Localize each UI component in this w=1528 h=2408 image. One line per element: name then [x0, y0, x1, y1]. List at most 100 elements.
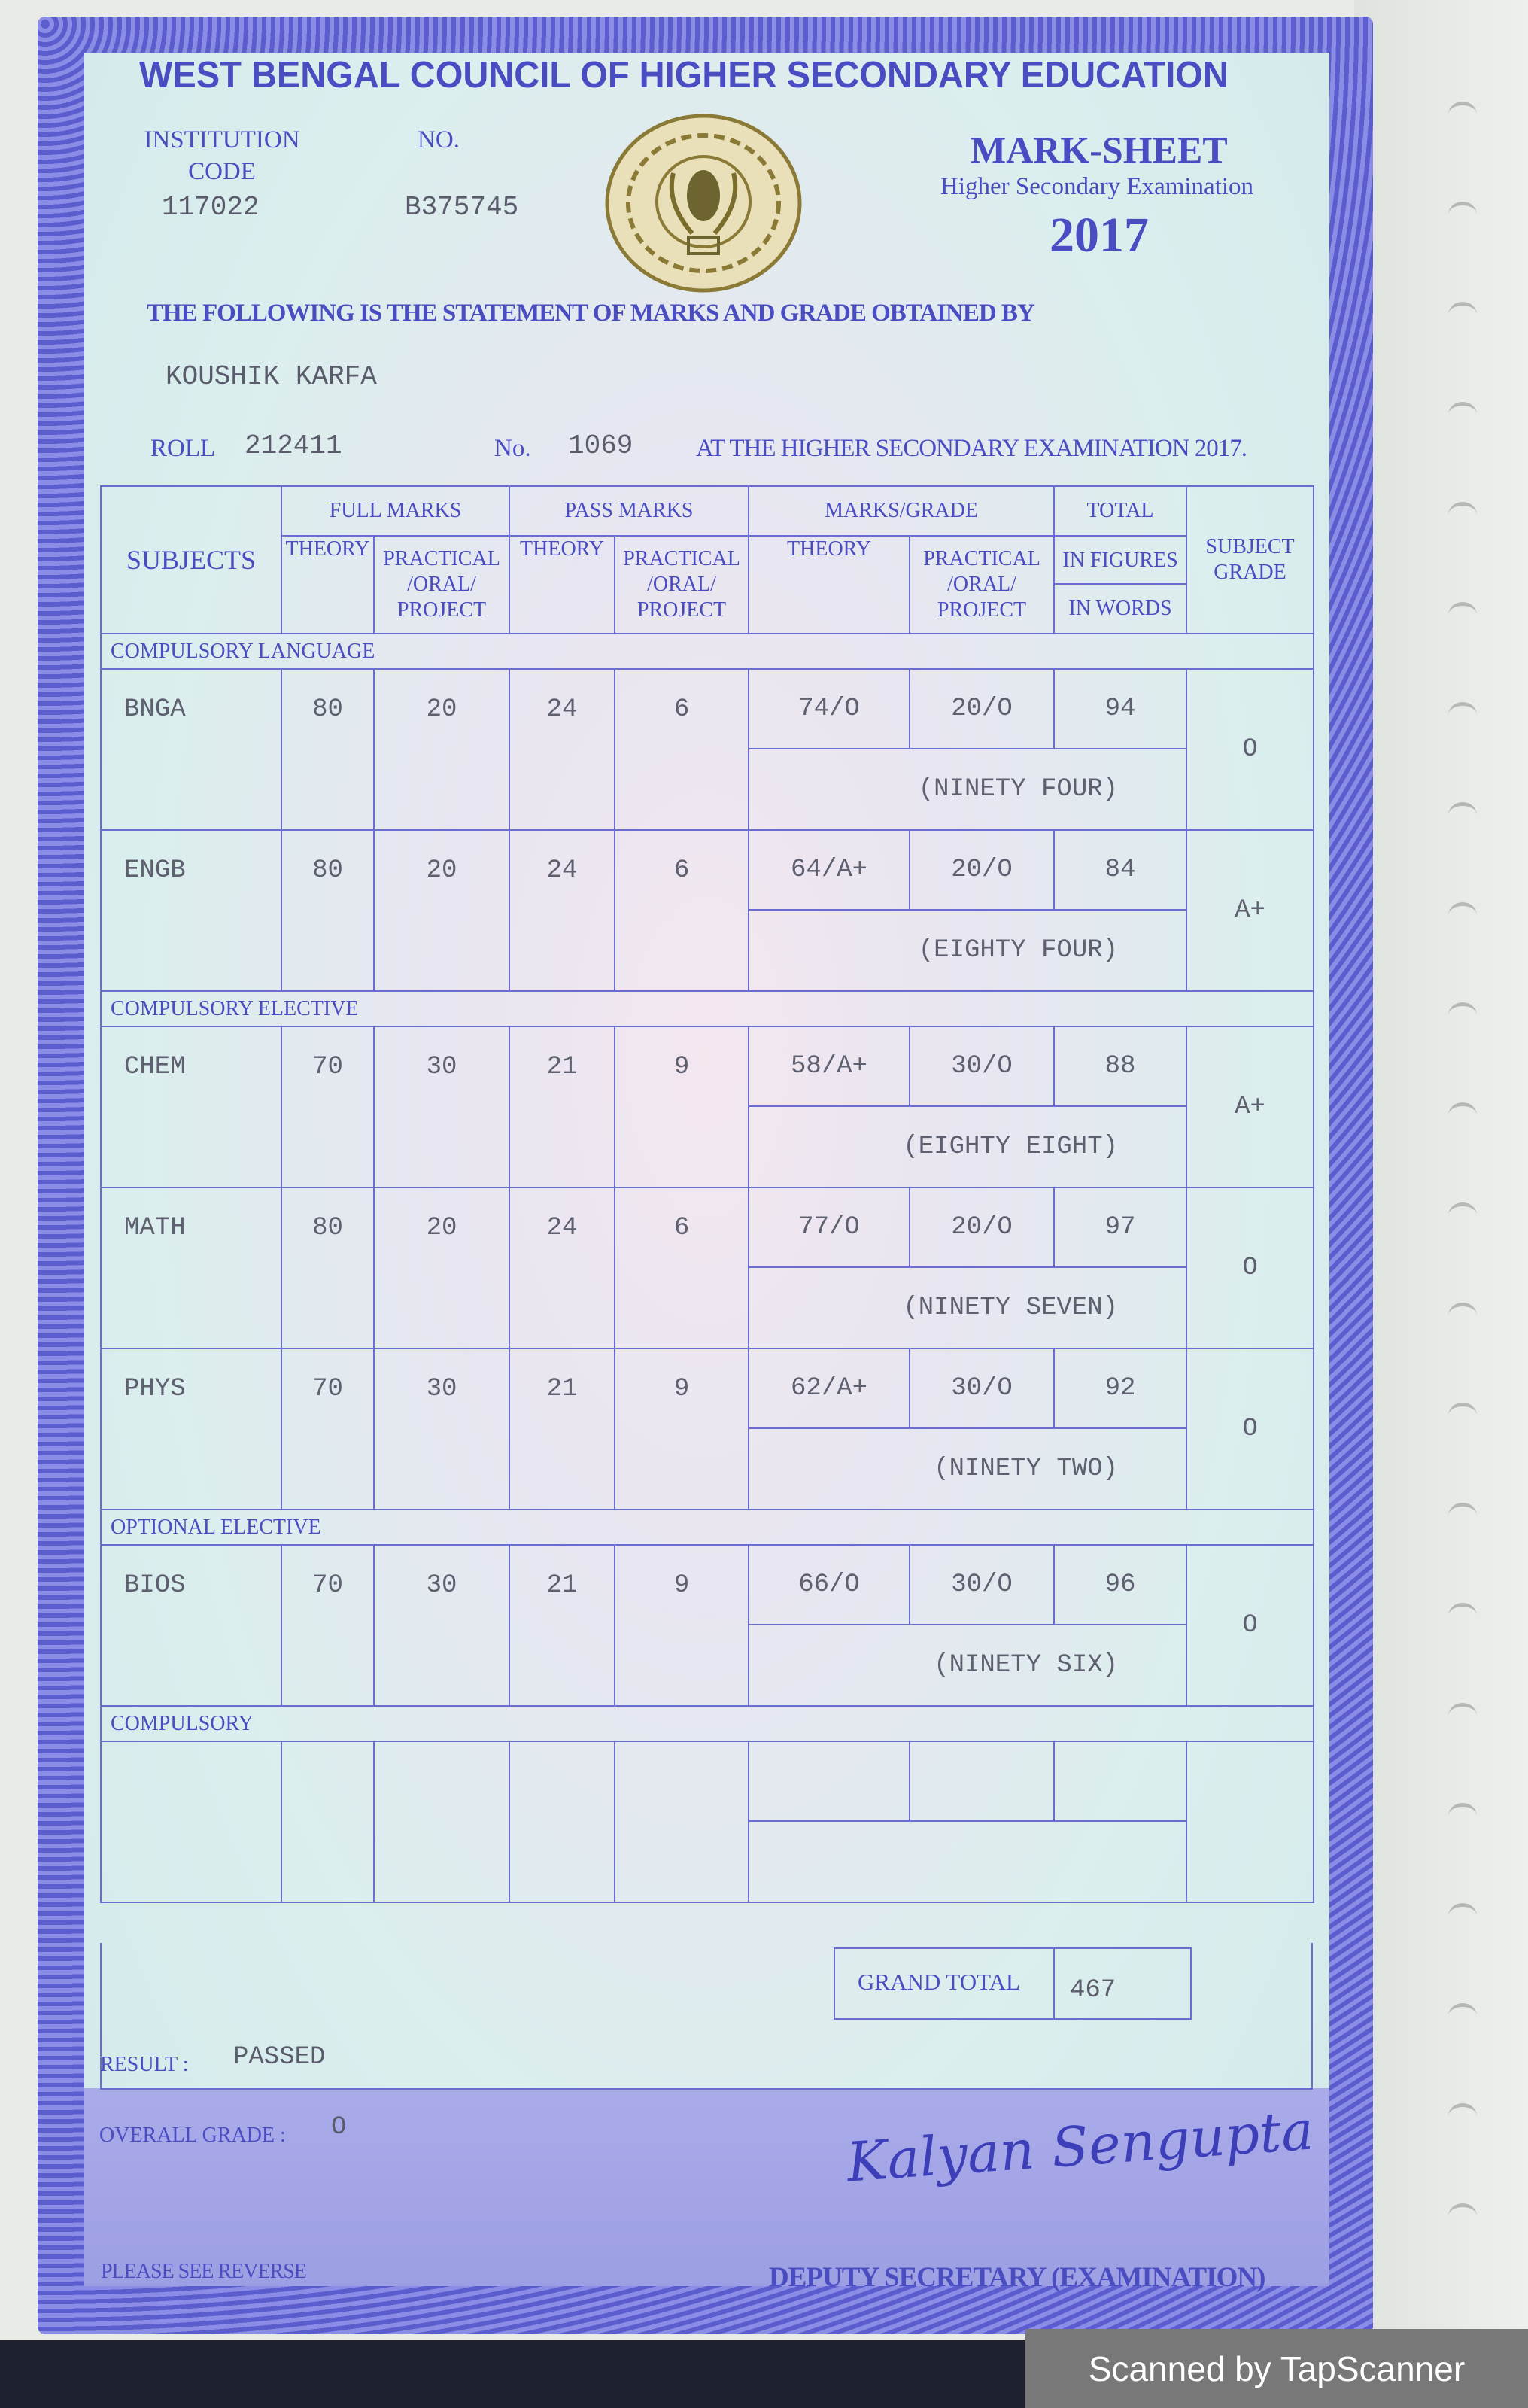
header-full-marks: FULL MARKS — [280, 485, 511, 537]
cell-pm-pr: 6 — [614, 1187, 750, 1349]
table-row-words: (NINETY TWO) — [101, 1427, 1314, 1510]
grand-total-value: 467 — [1070, 1976, 1116, 2005]
council-title: WEST BENGAL COUNCIL OF HIGHER SECONDARY … — [139, 55, 1229, 96]
roll-no-value: 1069 — [568, 430, 633, 461]
binder-hole-icon — [1448, 1803, 1477, 1829]
number-label: NO. — [418, 126, 460, 154]
cell-mg-pr — [909, 1741, 1056, 1822]
cell-code: CHEM — [100, 1026, 282, 1188]
institution-code-label: INSTITUTION CODE — [144, 126, 300, 185]
cell-total-in-words: (NINETY FOUR) — [748, 748, 1188, 831]
cell-pm-th: 24 — [509, 668, 616, 831]
category-label: COMPULSORY LANGUAGE — [99, 633, 1315, 670]
binder-hole-icon — [1448, 102, 1477, 127]
overall-grade-label: OVERALL GRADE : — [99, 2124, 286, 2147]
institution-code: 117022 — [162, 192, 260, 223]
binder-hole-icon — [1448, 1903, 1477, 1929]
table-row: PHYS 70 30 21 9 62/A+ 30/O 92 O — [100, 1348, 1315, 1510]
header-in-words: IN WORDS — [1068, 597, 1172, 620]
table-row: BIOS 70 30 21 9 66/O 30/O 96 O — [100, 1544, 1315, 1707]
cell-pm-pr — [614, 1741, 750, 1903]
cell-total-in-words — [748, 1820, 1188, 1903]
header-pm-theory: THEORY — [509, 535, 616, 634]
category-row: COMPULSORY LANGUAGE — [99, 633, 1315, 670]
cell-fm-th: 80 — [281, 829, 375, 992]
cell-pm-th: 21 — [509, 1544, 616, 1707]
statement-text: THE FOLLOWING IS THE STATEMENT OF MARKS … — [147, 299, 1035, 327]
exam-statement: AT THE HIGHER SECONDARY EXAMINATION 2017… — [696, 435, 1247, 462]
category-label: COMPULSORY ELECTIVE — [99, 990, 1315, 1027]
cell-pm-th — [509, 1741, 616, 1903]
exam-name: Higher Secondary Examination — [940, 173, 1254, 200]
binder-hole-icon — [1448, 602, 1477, 628]
cell-fm-pr: 30 — [372, 1544, 511, 1707]
category-label: COMPULSORY — [99, 1705, 1315, 1742]
binder-hole-icon — [1448, 202, 1477, 227]
cell-pm-pr: 9 — [614, 1026, 750, 1188]
binder-hole-icon — [1448, 2003, 1477, 2029]
table-row-words: (NINETY FOUR) — [101, 748, 1314, 831]
binder-hole-icon — [1448, 1503, 1477, 1528]
cell-mg-pr: 20/O — [909, 1187, 1056, 1268]
cell-subject-grade: A+ — [1186, 829, 1315, 992]
marksheet-footer-band — [84, 2088, 1329, 2286]
header-subject-grade: SUBJECT GRADE — [1186, 485, 1315, 634]
table-row: BNGA 80 20 24 6 74/O 20/O 94 O — [100, 668, 1315, 831]
table-row-words: (EIGHTY FOUR) — [101, 909, 1314, 992]
cell-mg-th: 62/A+ — [748, 1348, 911, 1429]
table-row-words: (NINETY SIX) — [101, 1624, 1314, 1707]
cell-pm-th: 24 — [509, 829, 616, 992]
table-row — [100, 1741, 1315, 1903]
binder-hole-icon — [1448, 1002, 1477, 1028]
student-name: KOUSHIK KARFA — [166, 361, 377, 392]
council-seal-icon — [605, 114, 802, 293]
exam-year: 2017 — [1050, 208, 1149, 263]
binder-hole-icon — [1448, 1102, 1477, 1128]
cell-total: 84 — [1053, 829, 1188, 911]
cell-total — [1053, 1741, 1188, 1822]
table-row: CHEM 70 30 21 9 58/A+ 30/O 88 A+ — [100, 1026, 1315, 1188]
watermark-text: Scanned by TapScanner — [1088, 2349, 1466, 2388]
roll-value: 212411 — [245, 430, 342, 461]
cell-code: PHYS — [100, 1348, 282, 1510]
binder-hole-icon — [1448, 2203, 1477, 2229]
header-pm-practical: PRACTICAL /ORAL/ PROJECT — [614, 535, 750, 634]
cell-total: 92 — [1053, 1348, 1188, 1429]
result-panel — [100, 1943, 1313, 2090]
signatory-title: DEPUTY SECRETARY (EXAMINATION) — [769, 2262, 1265, 2293]
category-label: OPTIONAL ELECTIVE — [99, 1509, 1315, 1546]
cell-code: MATH — [100, 1187, 282, 1349]
cell-pm-pr: 6 — [614, 829, 750, 992]
header-subjects: SUBJECTS — [100, 485, 282, 634]
header-fm-practical: PRACTICAL /ORAL/ PROJECT — [372, 535, 511, 634]
table-row: ENGB 80 20 24 6 64/A+ 20/O 84 A+ — [100, 829, 1315, 992]
binder-hole-icon — [1448, 1303, 1477, 1328]
cell-fm-pr: 20 — [372, 1187, 511, 1349]
please-see-reverse: PLEASE SEE REVERSE — [101, 2260, 307, 2283]
cell-total-in-words: (EIGHTY FOUR) — [748, 909, 1188, 992]
cell-fm-pr: 20 — [372, 829, 511, 992]
scanner-watermark: Scanned by TapScanner — [1025, 2329, 1528, 2408]
header-fm-theory: THEORY — [281, 535, 375, 634]
cell-pm-th: 24 — [509, 1187, 616, 1349]
cell-total-in-words: (NINETY SEVEN) — [748, 1266, 1188, 1349]
binder-hole-icon — [1448, 1703, 1477, 1728]
cell-total: 96 — [1053, 1544, 1188, 1625]
binder-hole-icon — [1448, 1403, 1477, 1428]
binder-hole-icon — [1448, 702, 1477, 728]
cell-total-in-words: (NINETY TWO) — [748, 1427, 1188, 1510]
cell-fm-pr: 30 — [372, 1348, 511, 1510]
cell-total: 94 — [1053, 668, 1188, 749]
header-marks-grade: MARKS/GRADE — [748, 485, 1056, 537]
cell-subject-grade: A+ — [1186, 1026, 1315, 1188]
marks-table: SUBJECTS FULL MARKS PASS MARKS MARKS/GRA… — [99, 485, 1315, 1903]
cell-total-in-words: (NINETY SIX) — [748, 1624, 1188, 1707]
cell-fm-th: 70 — [281, 1348, 375, 1510]
cell-fm-pr: 20 — [372, 668, 511, 831]
cell-fm-pr: 30 — [372, 1026, 511, 1188]
grand-total-box: GRAND TOTAL 467 — [834, 1947, 1192, 2020]
category-row: COMPULSORY ELECTIVE — [99, 990, 1315, 1027]
table-row: MATH 80 20 24 6 77/O 20/O 97 O — [100, 1187, 1315, 1349]
cell-mg-th — [748, 1741, 911, 1822]
cell-code — [100, 1741, 282, 1903]
